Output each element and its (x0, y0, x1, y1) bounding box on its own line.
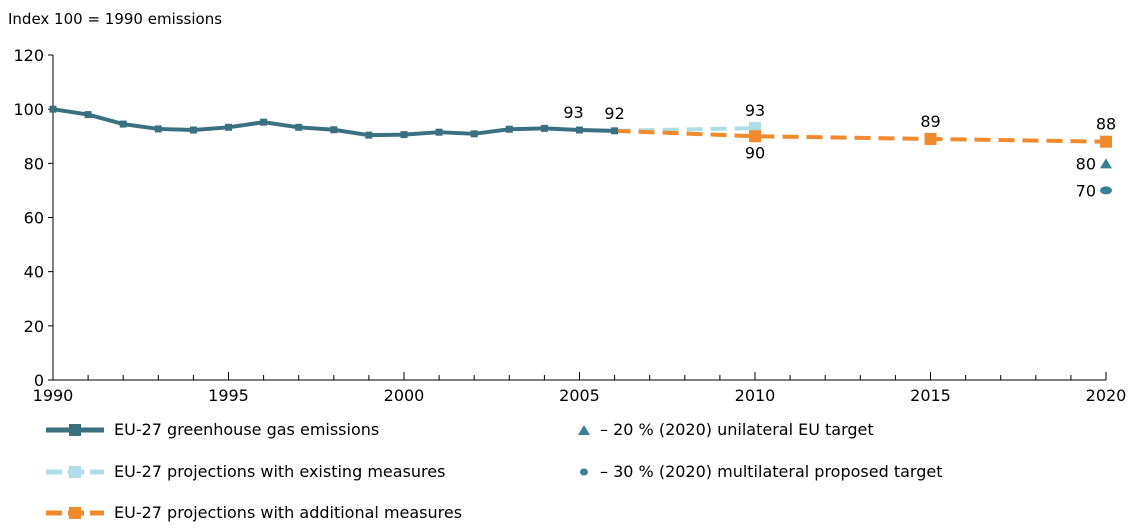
legend-label-4: – 30 % (2020) multilateral proposed targ… (600, 462, 942, 481)
series-point-0 (540, 124, 548, 132)
series-point-0 (49, 105, 57, 113)
series-point-0 (365, 131, 373, 139)
y-tick-label: 60 (24, 209, 44, 228)
series-point-0 (154, 125, 162, 133)
y-tick-label: 0 (34, 371, 44, 390)
series-point-0 (400, 131, 408, 139)
data-label: 93 (745, 101, 765, 120)
legend-label-3: – 20 % (2020) unilateral EU target (600, 420, 874, 439)
x-tick-label: 2015 (910, 386, 951, 405)
legend-marker-1 (69, 466, 81, 478)
legend-label-1: EU-27 projections with existing measures (114, 462, 445, 481)
series-point-0 (435, 128, 443, 136)
x-tick-label: 2005 (559, 386, 600, 405)
series-point-2 (1100, 135, 1112, 148)
data-label: 80 (1076, 154, 1096, 173)
series-point-0 (119, 120, 127, 128)
series-point-0 (505, 125, 513, 133)
series-line-1 (614, 126, 756, 133)
data-label: 70 (1076, 181, 1096, 200)
series-layer (49, 105, 1112, 195)
axes: 0 20 40 60 80 100 120 1990 1995 2000 2005 2010 2015 2… (13, 46, 1126, 405)
legend-marker-0 (69, 424, 81, 436)
series-point-0 (84, 111, 92, 119)
target-triangle-point (1100, 158, 1112, 169)
data-label: 93 (563, 103, 583, 122)
series-point-0 (260, 118, 268, 126)
data-label: 92 (604, 104, 624, 123)
legend-label-2: EU-27 projections with additional measur… (114, 503, 462, 522)
y-tick-label: 80 (24, 154, 44, 173)
data-label: 89 (920, 112, 940, 131)
x-tick-label: 2000 (384, 386, 425, 405)
series-point-0 (330, 126, 338, 134)
x-tick-label: 1990 (33, 386, 74, 405)
legend-marker-circle (580, 468, 588, 476)
y-tick-label: 100 (13, 100, 44, 119)
data-labels: 93 92 93 90 89 88 80 70 (563, 101, 1116, 200)
y-tick-label: 20 (24, 317, 44, 336)
series-line-2 (614, 128, 1107, 144)
data-label: 90 (745, 143, 765, 162)
target-circle-point (1100, 186, 1112, 195)
series-point-0 (576, 126, 583, 134)
series-point-2 (749, 130, 761, 143)
series-point-0 (470, 130, 478, 138)
legend-label-0: EU-27 greenhouse gas emissions (114, 420, 379, 439)
series-point-2 (924, 132, 937, 145)
legend-marker-2 (69, 507, 81, 519)
series-point-0 (295, 123, 303, 131)
y-tick-label: 40 (24, 263, 44, 282)
x-tick-label: 1995 (208, 386, 249, 405)
series-point-0 (611, 127, 619, 135)
legend: EU-27 greenhouse gas emissions EU-27 proj… (46, 420, 942, 522)
data-label: 88 (1096, 115, 1116, 134)
series-point-0 (189, 126, 197, 134)
x-tick-label: 2020 (1086, 386, 1127, 405)
legend-marker-triangle (578, 425, 590, 435)
y-axis-label: Index 100 = 1990 emissions (8, 10, 222, 28)
y-tick-label: 120 (13, 46, 44, 65)
series-point-0 (225, 123, 232, 131)
x-tick-label: 2010 (735, 386, 776, 405)
